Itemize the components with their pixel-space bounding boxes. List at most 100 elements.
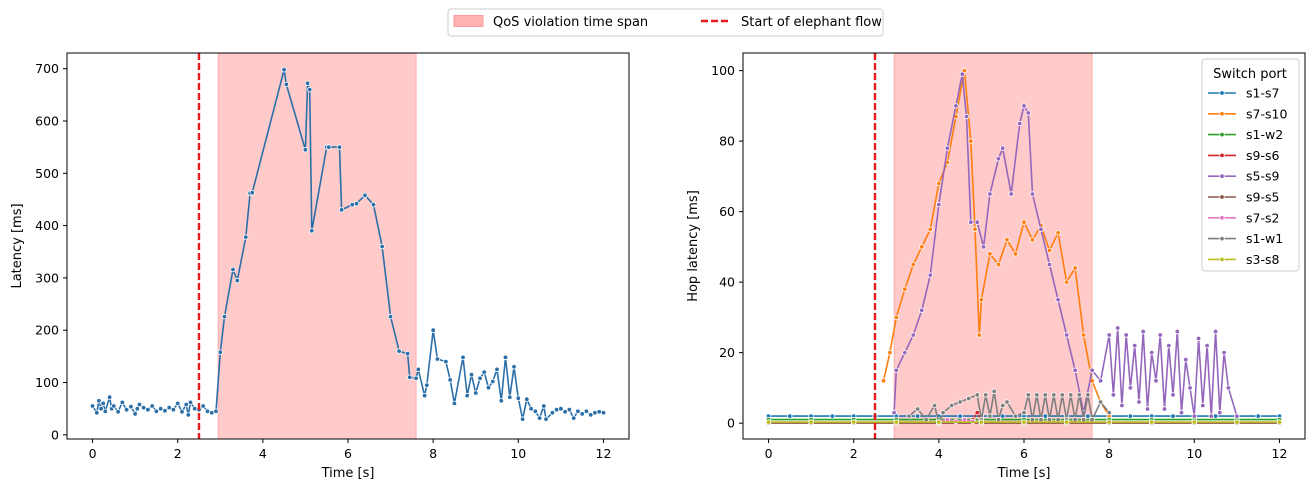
series-legend-items: s1-s7 s7-s10 s1-w2 s9-s6 s5-s9 s9-s5 s7-s2 s1-w… — [1208, 86, 1287, 267]
left-chart: 0 2 4 6 8 10 12 0 100 200 300 400 500 600 700 Time [s… — [10, 52, 630, 481]
top-legend-frame — [447, 8, 884, 37]
data-point — [1063, 332, 1070, 338]
data-point — [94, 410, 100, 416]
data-point — [1225, 385, 1232, 391]
data-point — [893, 314, 899, 321]
data-point — [415, 366, 421, 373]
data-point — [914, 413, 921, 419]
data-point — [1004, 399, 1010, 405]
data-point — [174, 400, 181, 407]
series-line-s5-s9 — [893, 73, 1238, 417]
data-point — [1008, 191, 1014, 197]
data-point — [1029, 237, 1036, 243]
data-point — [1076, 392, 1082, 398]
data-point — [338, 207, 345, 213]
data-point — [1127, 385, 1134, 391]
data-point — [528, 406, 534, 412]
data-point — [424, 382, 430, 388]
data-point — [944, 416, 951, 423]
y-tick-label: 600 — [35, 113, 59, 128]
data-point — [304, 80, 311, 86]
data-point — [765, 419, 772, 425]
series-legend: Switch port s1-s7 s7-s10 s1-w2 s9-s6 s5-s9 s9… — [1201, 58, 1300, 272]
data-point — [936, 180, 942, 187]
data-point — [396, 348, 402, 354]
data-point — [283, 81, 289, 88]
data-point — [1110, 392, 1117, 398]
data-point — [481, 369, 487, 375]
data-point — [1000, 145, 1006, 151]
data-point — [1178, 409, 1185, 416]
data-point — [494, 366, 500, 373]
data-point — [974, 392, 980, 398]
data-point — [1021, 419, 1027, 425]
y-tick-label: 100 — [35, 375, 59, 390]
data-point — [893, 419, 899, 425]
data-point — [234, 277, 240, 284]
data-point — [123, 407, 130, 413]
data-point — [1055, 297, 1061, 303]
data-point — [1042, 413, 1048, 419]
data-point — [787, 413, 793, 419]
data-point — [162, 408, 168, 414]
data-point — [115, 409, 121, 415]
data-point — [185, 412, 191, 418]
data-point — [1089, 416, 1095, 423]
data-point — [434, 356, 441, 362]
data-point — [519, 416, 526, 422]
data-point — [111, 403, 117, 409]
y-tick-label: 500 — [35, 166, 59, 181]
y-tick-label: 60 — [719, 204, 735, 219]
data-point — [957, 399, 963, 405]
data-point — [106, 394, 113, 400]
y-tick-label: 20 — [719, 345, 735, 360]
data-point — [1170, 413, 1176, 419]
left-y-axis-label: Latency [ms] — [10, 203, 25, 288]
data-point — [1004, 237, 1010, 243]
data-point — [1140, 328, 1146, 335]
data-point — [1106, 409, 1112, 416]
x-tick-label: 0 — [765, 446, 773, 461]
data-point — [1055, 230, 1061, 236]
data-point — [451, 400, 458, 407]
data-point — [902, 286, 908, 292]
right-y-ticks: 0 20 40 60 80 100 — [711, 63, 743, 431]
data-point — [281, 66, 287, 73]
data-point — [447, 377, 453, 383]
data-point — [1204, 342, 1210, 349]
data-point — [336, 144, 343, 150]
data-point — [1136, 399, 1142, 405]
data-point — [1089, 367, 1095, 373]
data-point — [987, 191, 993, 197]
data-point — [96, 398, 102, 404]
data-point — [98, 406, 104, 412]
data-point — [485, 385, 492, 391]
data-point — [1072, 367, 1078, 373]
y-tick-label: 300 — [35, 270, 59, 285]
violation-label: QoS violation time span — [493, 15, 648, 30]
data-point — [200, 403, 206, 409]
x-tick-label: 12 — [596, 446, 612, 461]
data-point — [579, 411, 585, 417]
data-point — [991, 388, 997, 395]
y-tick-label: 200 — [35, 323, 59, 338]
data-point — [1021, 219, 1027, 225]
data-point — [1157, 332, 1163, 338]
data-point — [379, 243, 385, 250]
x-tick-label: 6 — [344, 446, 352, 461]
data-point — [968, 138, 974, 144]
data-point — [157, 406, 164, 412]
data-point — [134, 406, 140, 412]
right-chart: 0 2 4 6 8 10 12 0 20 40 60 80 100 Time [s] Hop late… — [686, 52, 1306, 481]
x-tick-label: 12 — [1272, 446, 1288, 461]
data-point — [940, 409, 946, 416]
data-point — [1114, 325, 1121, 331]
data-point — [502, 354, 509, 361]
data-point — [549, 410, 556, 416]
data-point — [430, 327, 436, 333]
data-point — [948, 402, 955, 409]
left-x-ticks: 0 2 4 6 8 10 12 — [89, 439, 612, 461]
data-point — [473, 390, 479, 396]
data-point — [100, 400, 106, 407]
